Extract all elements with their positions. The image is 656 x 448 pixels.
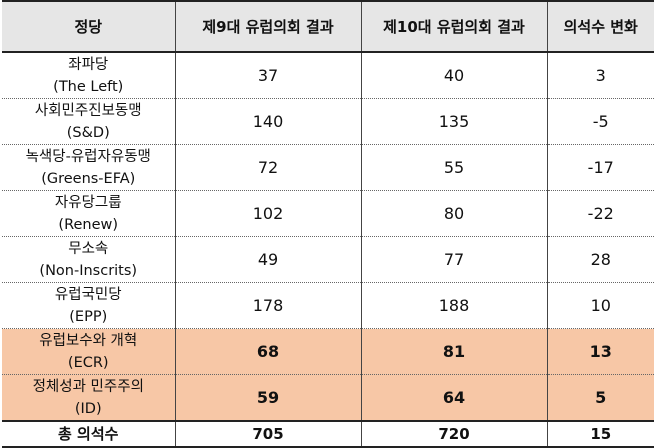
party-name-cell: 좌파당 (The Left) — [2, 52, 175, 99]
header-party: 정당 — [2, 0, 175, 53]
total-seat-change: 15 — [546, 420, 654, 448]
party-name-cell: 녹색당-유럽자유동맹 (Greens-EFA) — [2, 144, 175, 191]
seats-10th: 64 — [360, 374, 547, 422]
seat-change: -17 — [546, 144, 654, 191]
party-name-cell: 자유당그룹 (Renew) — [2, 190, 175, 237]
party-name-cell: 유럽보수와 개혁 (ECR) — [2, 328, 175, 375]
header-9th-result: 제9대 유럽의회 결과 — [174, 0, 361, 53]
party-name: 정체성과 민주주의 — [32, 378, 144, 395]
seats-9th: 68 — [174, 328, 361, 375]
seat-change: -5 — [546, 98, 654, 145]
party-name: 유럽국민당 — [54, 286, 122, 303]
table-row: 녹색당-유럽자유동맹 (Greens-EFA) 72 55 -17 — [2, 144, 654, 191]
seats-9th: 72 — [174, 144, 361, 191]
seats-10th: 40 — [360, 52, 547, 99]
header-row: 정당 제9대 유럽의회 결과 제10대 유럽의회 결과 의석수 변화 — [2, 0, 654, 53]
party-abbr: (EPP) — [69, 308, 108, 325]
seats-10th: 77 — [360, 236, 547, 283]
party-abbr: (ID) — [74, 400, 102, 417]
table-row-highlighted: 유럽보수와 개혁 (ECR) 68 81 13 — [2, 328, 654, 375]
table-row: 자유당그룹 (Renew) 102 80 -22 — [2, 190, 654, 237]
party-name: 사회민주진보동맹 — [34, 102, 142, 119]
party-abbr: (ECR) — [67, 354, 109, 371]
seats-9th: 140 — [174, 98, 361, 145]
seats-10th: 55 — [360, 144, 547, 191]
table-row-highlighted: 정체성과 민주주의 (ID) 59 64 5 — [2, 374, 654, 422]
party-name: 좌파당 — [68, 56, 109, 73]
seats-9th: 178 — [174, 282, 361, 329]
table-row: 사회민주진보동맹 (S&D) 140 135 -5 — [2, 98, 654, 145]
seats-9th: 49 — [174, 236, 361, 283]
party-name: 자유당그룹 — [54, 194, 122, 211]
seat-change: -22 — [546, 190, 654, 237]
party-name-cell: 정체성과 민주주의 (ID) — [2, 374, 175, 422]
seats-10th: 188 — [360, 282, 547, 329]
party-name-cell: 무소속 (Non-Inscrits) — [2, 236, 175, 283]
party-abbr: (S&D) — [66, 124, 110, 141]
party-name: 무소속 — [68, 240, 109, 257]
total-row: 총 의석수 705 720 15 — [2, 420, 654, 448]
total-seats-9th: 705 — [174, 420, 361, 448]
seats-10th: 80 — [360, 190, 547, 237]
seat-change: 5 — [546, 374, 654, 422]
total-seats-10th: 720 — [360, 420, 547, 448]
total-label: 총 의석수 — [2, 420, 175, 448]
header-10th-result: 제10대 유럽의회 결과 — [360, 0, 547, 53]
seats-10th: 81 — [360, 328, 547, 375]
seat-change: 3 — [546, 52, 654, 99]
party-name: 녹색당-유럽자유동맹 — [25, 148, 151, 165]
table-row: 유럽국민당 (EPP) 178 188 10 — [2, 282, 654, 329]
party-abbr: (The Left) — [53, 78, 124, 95]
party-abbr: (Non-Inscrits) — [39, 262, 138, 279]
party-name-cell: 유럽국민당 (EPP) — [2, 282, 175, 329]
party-name: 유럽보수와 개혁 — [39, 332, 138, 349]
seat-change: 13 — [546, 328, 654, 375]
seat-change: 28 — [546, 236, 654, 283]
seats-9th: 59 — [174, 374, 361, 422]
seats-10th: 135 — [360, 98, 547, 145]
table-row: 좌파당 (The Left) 37 40 3 — [2, 52, 654, 99]
seat-change: 10 — [546, 282, 654, 329]
party-abbr: (Greens-EFA) — [41, 170, 136, 187]
seats-9th: 102 — [174, 190, 361, 237]
party-abbr: (Renew) — [58, 216, 119, 233]
table-row: 무소속 (Non-Inscrits) 49 77 28 — [2, 236, 654, 283]
party-name-cell: 사회민주진보동맹 (S&D) — [2, 98, 175, 145]
header-seat-change: 의석수 변화 — [546, 0, 654, 53]
seats-9th: 37 — [174, 52, 361, 99]
